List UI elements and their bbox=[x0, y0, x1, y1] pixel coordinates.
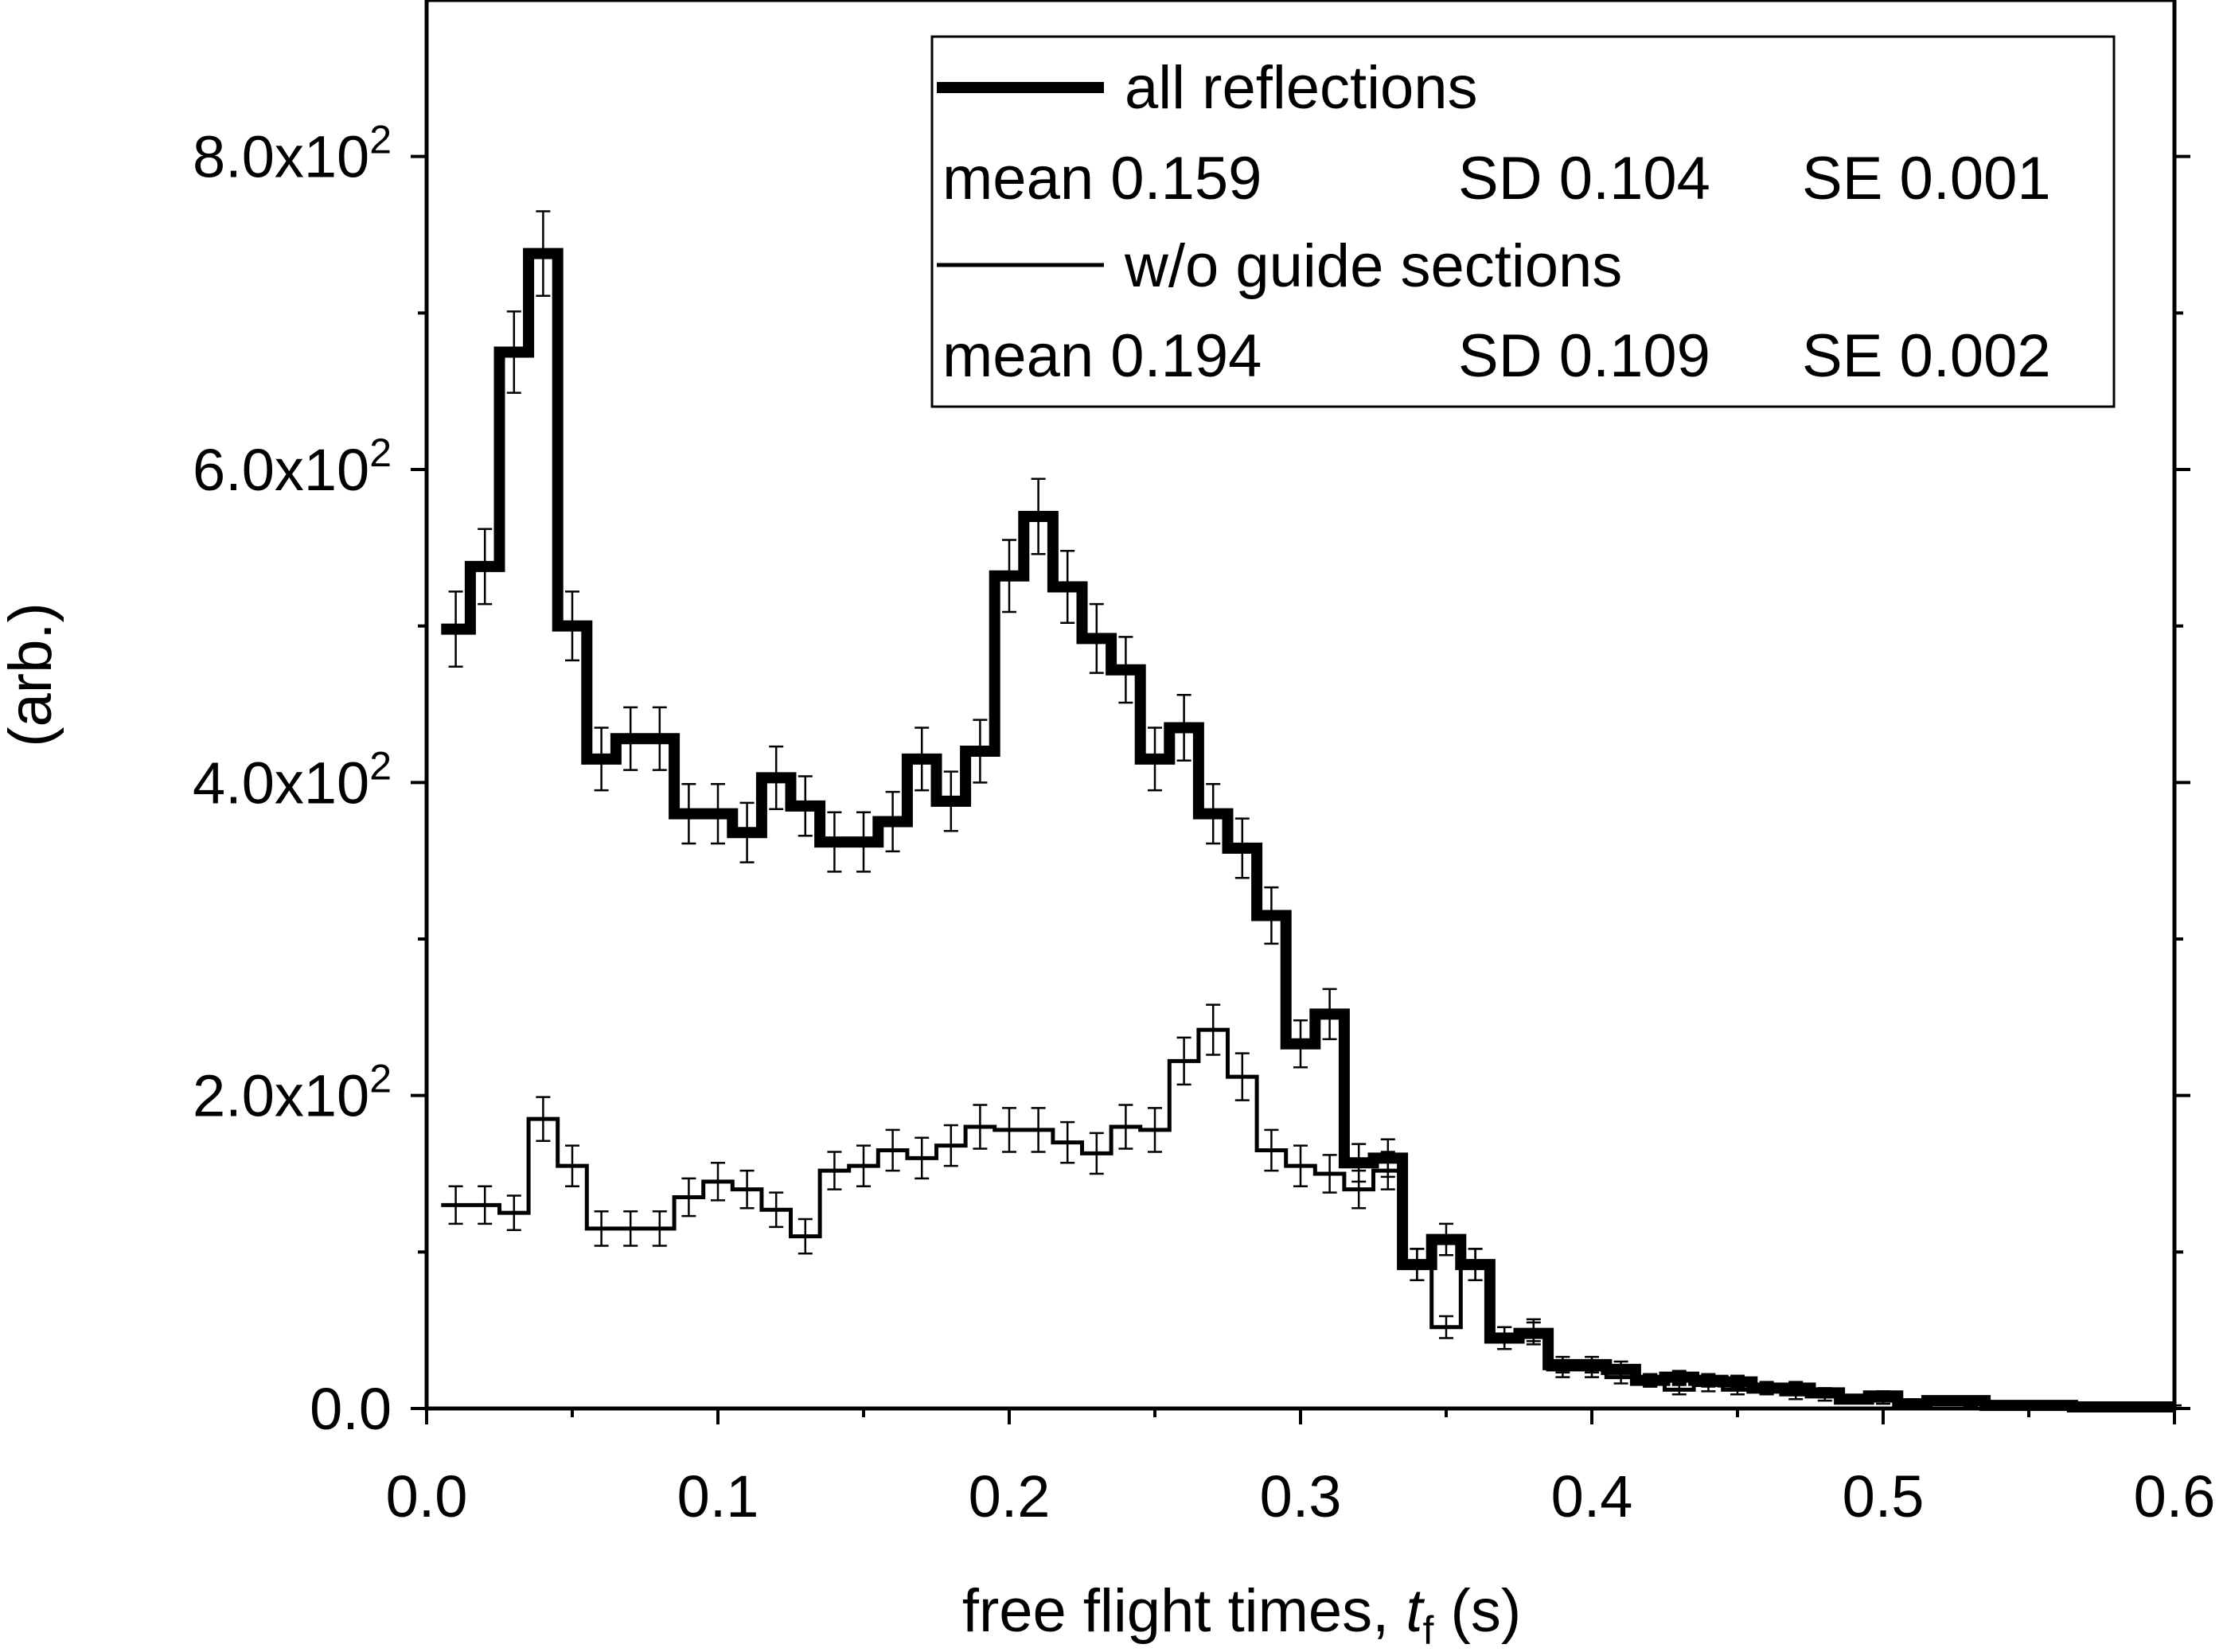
series-line-all-reflections bbox=[441, 247, 2174, 1413]
y-axis-title: (arb.) bbox=[0, 602, 64, 747]
legend-mean-all-reflections: mean 0.159 bbox=[942, 145, 1262, 212]
y-tick-label: 8.0x102 bbox=[193, 118, 392, 190]
y-tick-label: 6.0x102 bbox=[193, 431, 392, 503]
legend-box bbox=[930, 35, 2116, 408]
legend-sd-all-reflections: SD 0.104 bbox=[1458, 145, 1710, 212]
legend-label-wo-guide-sections: w/o guide sections bbox=[1124, 232, 1622, 300]
x-tick-label: 0.5 bbox=[1843, 1463, 1925, 1529]
legend-se-wo-guide-sections: SE 0.002 bbox=[1802, 322, 2051, 390]
legend-label-all-reflections: all reflections bbox=[1125, 54, 1478, 122]
y-tick-label: 4.0x102 bbox=[193, 743, 392, 816]
y-tick-label: 0.0 bbox=[310, 1376, 392, 1442]
legend-sd-wo-guide-sections: SD 0.109 bbox=[1458, 322, 1710, 390]
x-tick-label: 0.3 bbox=[1260, 1463, 1342, 1529]
axis-layer: 0.0 0.1 0.2 0.3 0.4 0.5 0.6 0.0 2.0x102 4.0x102 6.… bbox=[193, 118, 2216, 1529]
x-tick-label: 0.2 bbox=[969, 1463, 1051, 1529]
x-tick-label: 0.6 bbox=[2134, 1463, 2216, 1529]
x-tick-label: 0.4 bbox=[1551, 1463, 1633, 1529]
legend: all reflections mean 0.159 SD 0.104 SE 0… bbox=[930, 35, 2116, 408]
series-line-w-o-guide-sections bbox=[441, 1027, 2174, 1409]
x-tick-label: 0.0 bbox=[386, 1463, 468, 1529]
legend-mean-wo-guide-sections: mean 0.194 bbox=[942, 322, 1262, 390]
x-axis-title: free flight times, tf (s) bbox=[962, 1577, 1521, 1652]
y-tick-label: 2.0x102 bbox=[193, 1057, 392, 1129]
x-tick-label: 0.1 bbox=[677, 1463, 759, 1529]
legend-se-all-reflections: SE 0.001 bbox=[1802, 145, 2051, 212]
